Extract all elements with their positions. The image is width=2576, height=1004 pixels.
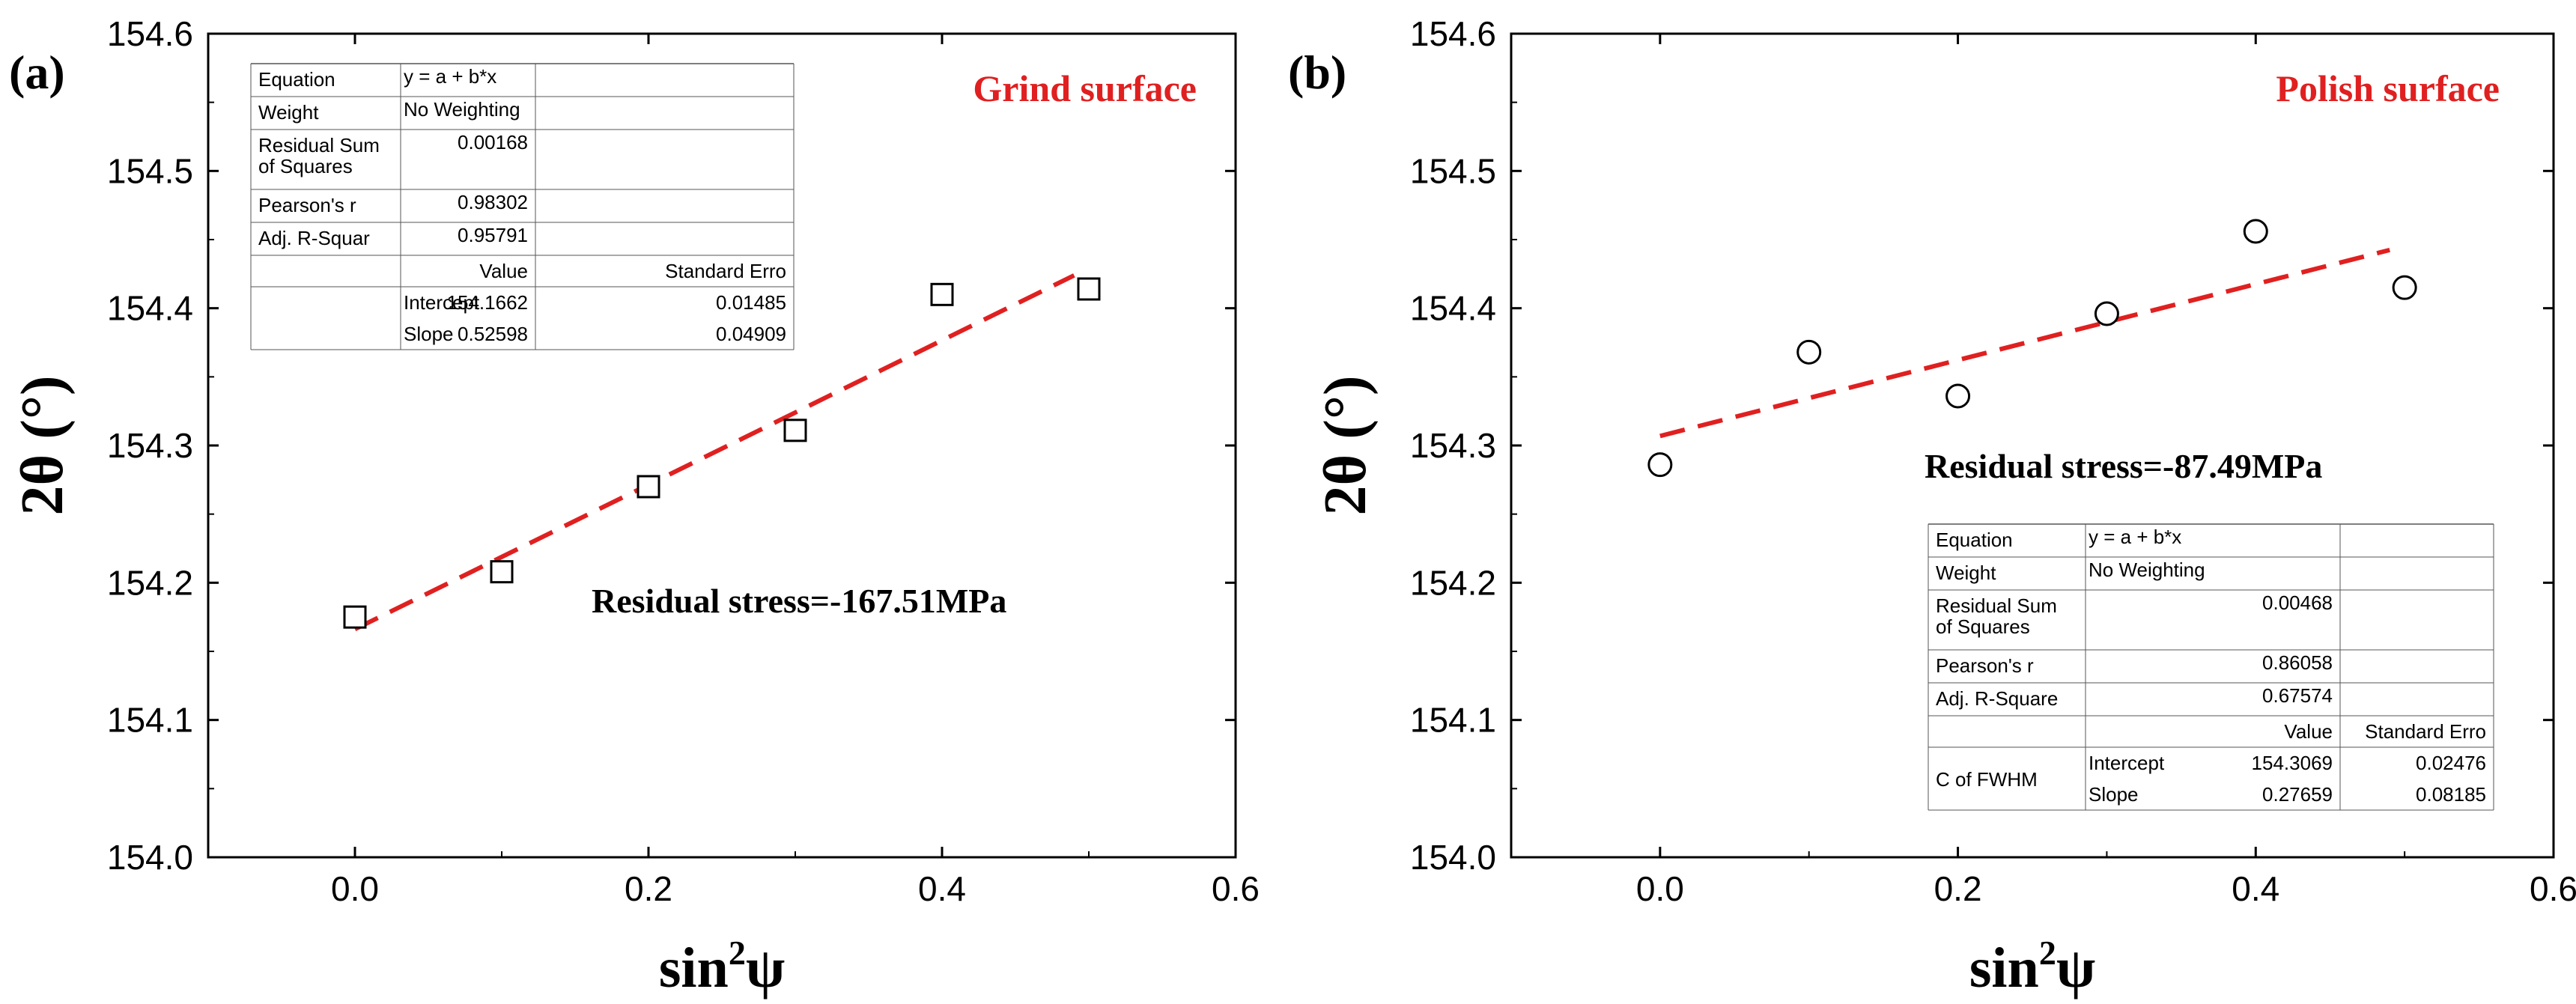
data-point xyxy=(2243,219,2268,244)
fit-table-bg xyxy=(251,64,794,350)
fit-table: Equation y = a + b*x Weight No Weighting Res… xyxy=(250,63,795,350)
data-point xyxy=(1796,339,1822,365)
fit-table-value: No Weighting xyxy=(2089,559,2205,581)
data-point xyxy=(490,560,514,584)
fit-table-param-value: 0.27659 xyxy=(2262,783,2333,806)
fit-table-value: No Weighting xyxy=(404,98,520,121)
fit-table-header: Standard Erro xyxy=(2365,720,2486,743)
fit-table-value: 0.86058 xyxy=(2262,651,2333,674)
data-point xyxy=(637,475,660,499)
fit-table-label: Residual Sum xyxy=(1936,594,2057,617)
fit-table-param-name: Intercept xyxy=(2089,752,2165,774)
fit-table-header: Value xyxy=(479,260,528,282)
fit-table-param-error: 0.02476 xyxy=(2416,752,2486,774)
residual-stress-annotation: Residual stress=-167.51MPa xyxy=(592,582,1006,620)
fit-table-label: Adj. R-Square xyxy=(1936,687,2058,710)
fit-table-value: 0.67574 xyxy=(2262,684,2333,707)
x-axis-label: sin2ψ xyxy=(1969,934,2095,1000)
y-tick-label: 154.6 xyxy=(1410,14,1496,53)
fit-table-value: y = a + b*x xyxy=(2089,526,2181,548)
fit-table-label: Pearson's r xyxy=(1936,654,2034,677)
data-point xyxy=(1077,277,1101,301)
fit-table-param-error: 0.08185 xyxy=(2416,783,2486,806)
data-point xyxy=(783,419,807,442)
x-tick-label: 0.4 xyxy=(918,869,966,908)
chart-title: Polish surface xyxy=(2276,67,2500,109)
fit-table-label: Pearson's r xyxy=(258,194,356,216)
data-point xyxy=(1647,452,1673,478)
residual-stress-annotation: Residual stress=-87.49MPa xyxy=(1925,447,2322,485)
fit-table-param-value: 154.3069 xyxy=(2252,752,2333,774)
y-axis-label: 2θ (°) xyxy=(10,375,76,515)
data-point xyxy=(1945,383,1971,409)
fit-table-bg xyxy=(1928,524,2494,810)
chart-title: Grind surface xyxy=(973,67,1197,109)
y-tick-label: 154.2 xyxy=(1410,563,1496,602)
fit-table-param-value: 0.52598 xyxy=(458,323,528,345)
chart-panel-a: 154.0 154.1 154.2 154.3 154.4 154.5 154.6 0.0 0.… xyxy=(9,14,1260,1000)
fit-table-value: 0.00468 xyxy=(2262,591,2333,614)
panel-label: (b) xyxy=(1288,46,1346,99)
fit-table-param-value: 154.1662 xyxy=(447,291,528,314)
x-tick-label: 0.4 xyxy=(2232,869,2279,908)
fit-table-label: Equation xyxy=(258,68,335,91)
x-tick-label: 0.2 xyxy=(625,869,672,908)
y-tick-label: 154.4 xyxy=(107,289,193,328)
fit-table-label: Equation xyxy=(1936,529,2013,551)
y-tick-label: 154.5 xyxy=(107,151,193,190)
fit-table-value: y = a + b*x xyxy=(404,65,496,88)
fit-table-label: of Squares xyxy=(1936,615,2030,638)
fit-table-param-name: Slope xyxy=(404,323,454,345)
y-tick-label: 154.5 xyxy=(1410,151,1496,190)
fit-table-value: 0.95791 xyxy=(458,224,528,246)
x-tick-label: 0.6 xyxy=(1212,869,1260,908)
fit-table-label: Adj. R-Squar xyxy=(258,227,370,249)
fit-table-header: Value xyxy=(2284,720,2333,743)
y-axis-label: 2θ (°) xyxy=(1313,375,1379,515)
x-tick-label: 0.0 xyxy=(331,869,379,908)
fit-table-param-error: 0.04909 xyxy=(716,323,786,345)
fit-table-label: of Squares xyxy=(258,155,353,177)
x-tick-label: 0.0 xyxy=(1636,869,1684,908)
y-tick-label: 154.4 xyxy=(1410,289,1496,328)
y-tick-label: 154.0 xyxy=(1410,838,1496,877)
y-tick-label: 154.2 xyxy=(107,563,193,602)
fit-table-param-name: Slope xyxy=(2089,783,2139,806)
fit-line xyxy=(353,273,1075,631)
fit-table-label: Residual Sum xyxy=(258,134,380,156)
fit-table-group-label: C of FWHM xyxy=(1936,768,2038,791)
fit-line xyxy=(1659,247,2390,439)
y-tick-label: 154.1 xyxy=(107,701,193,740)
x-tick-label: 0.2 xyxy=(1934,869,1982,908)
y-tick-label: 154.3 xyxy=(107,426,193,465)
fit-table-value: 0.98302 xyxy=(458,191,528,213)
y-tick-label: 154.3 xyxy=(1410,426,1496,465)
fit-table: Equation y = a + b*x Weight No Weighting Res… xyxy=(1928,523,2494,811)
x-tick-label: 0.6 xyxy=(2530,869,2576,908)
x-axis-label: sin2ψ xyxy=(659,934,785,1000)
fit-table-param-error: 0.01485 xyxy=(716,291,786,314)
panel-label: (a) xyxy=(9,46,65,99)
y-tick-label: 154.6 xyxy=(107,14,193,53)
chart-panel-b: 154.0 154.1 154.2 154.3 154.4 154.5 154.6 0.0 0.… xyxy=(1288,14,2576,1000)
fit-table-label: Weight xyxy=(1936,562,1996,584)
fit-table-value: 0.00168 xyxy=(458,131,528,153)
data-point xyxy=(2392,275,2417,300)
data-point xyxy=(2094,301,2119,326)
data-point xyxy=(930,282,954,306)
fit-table-header: Standard Erro xyxy=(665,260,786,282)
fit-table-label: Weight xyxy=(258,101,319,124)
y-tick-label: 154.1 xyxy=(1410,701,1496,740)
y-tick-label: 154.0 xyxy=(107,838,193,877)
data-point xyxy=(343,605,367,629)
fit-table-param-name: Intercept xyxy=(404,291,480,314)
